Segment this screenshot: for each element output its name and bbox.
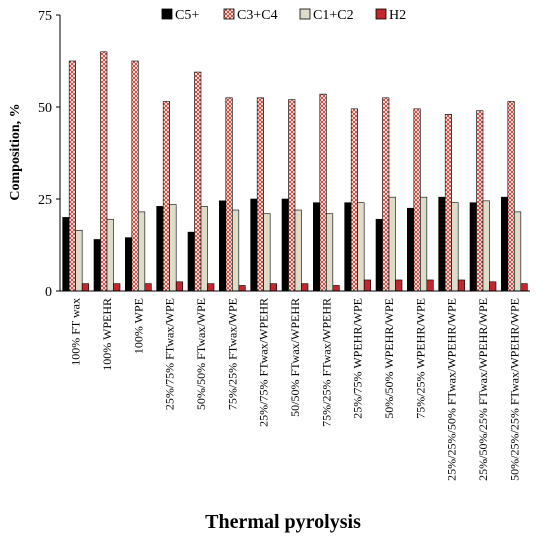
bar-c3c4-8 — [319, 93, 327, 292]
y-tick-label: 0 — [45, 285, 52, 300]
bar-c1c2-12 — [451, 202, 459, 292]
bar-c3c4-12 — [444, 114, 452, 292]
bar-h2-8 — [332, 285, 340, 292]
bar-c1c2-14 — [514, 211, 522, 292]
x-tick-label: 50%/25%/25% FTwax/WPEHR/WPE — [507, 298, 521, 481]
bar-h2-0 — [81, 283, 89, 292]
legend-item-h2: H2 — [375, 8, 406, 23]
y-axis: 0 25 50 75 — [38, 9, 60, 300]
bar-c5-8 — [313, 202, 321, 292]
bar-c5-7 — [281, 198, 289, 292]
x-tick-label: 25%/50%/25% FTwax/WPEHR/WPE — [476, 298, 490, 481]
x-tick-label: 50%/50% WPEHR/WPE — [382, 298, 396, 419]
bar-c1c2-4 — [200, 206, 208, 292]
bar-h2-9 — [363, 279, 371, 292]
y-tick-label: 75 — [38, 9, 52, 24]
y-tick-label: 25 — [38, 193, 52, 208]
legend-label-h2: H2 — [389, 8, 406, 23]
x-tick-label: 25%/75% FTwax/WPEHR — [257, 298, 271, 427]
bar-h2-6 — [269, 283, 277, 292]
bars — [62, 51, 528, 292]
legend-swatch-c1c2 — [299, 8, 311, 20]
bar-c1c2-11 — [420, 196, 428, 292]
bar-c1c2-5 — [232, 209, 240, 292]
bar-h2-12 — [457, 279, 465, 292]
bar-c3c4-14 — [507, 101, 515, 292]
bar-c1c2-13 — [482, 200, 490, 292]
bar-h2-10 — [395, 279, 403, 292]
bar-c1c2-8 — [326, 213, 334, 292]
bar-c1c2-6 — [263, 213, 271, 292]
bar-c5-1 — [93, 239, 101, 292]
x-tick-label: 100% FT wax — [69, 298, 83, 366]
legend-swatch-c5plus — [161, 8, 173, 20]
bar-c3c4-5 — [225, 97, 233, 292]
bar-h2-3 — [175, 281, 183, 292]
bar-c3c4-1 — [100, 51, 108, 292]
legend-swatch-c3c4 — [223, 8, 235, 20]
bar-c1c2-10 — [388, 196, 396, 292]
bar-h2-4 — [207, 283, 215, 292]
x-tick-label: 50/50% FTwax/WPEHR — [288, 298, 302, 417]
bar-h2-1 — [113, 283, 121, 292]
bar-c3c4-3 — [162, 101, 170, 292]
legend-item-c3c4: C3+C4 — [223, 8, 278, 23]
bar-c3c4-11 — [413, 108, 421, 292]
x-tick-label: 25%/75% FTwax/WPE — [163, 298, 177, 410]
bar-c3c4-7 — [288, 99, 296, 292]
legend-item-c1c2: C1+C2 — [299, 8, 354, 23]
bar-h2-11 — [426, 279, 434, 292]
bar-c5-4 — [187, 231, 195, 292]
bar-c3c4-9 — [350, 108, 358, 292]
bar-c5-13 — [469, 202, 477, 292]
x-tick-label: 25%/25%/50% FTwax/WPEHR/WPE — [445, 298, 459, 481]
bar-h2-2 — [144, 283, 152, 292]
x-tick-label: 75%/25% FTwax/WPEHR — [319, 298, 333, 427]
legend: C5+ C3+C4 C1+C2 H2 — [161, 8, 406, 23]
bar-c3c4-13 — [476, 110, 484, 292]
bar-c5-2 — [125, 237, 133, 292]
bar-c1c2-9 — [357, 202, 365, 292]
x-tick-label: 100% WPE — [131, 298, 145, 354]
bar-c5-9 — [344, 202, 352, 292]
legend-label-c3c4: C3+C4 — [237, 8, 278, 23]
bar-h2-14 — [520, 283, 528, 292]
bar-c3c4-10 — [382, 97, 390, 292]
bar-c3c4-0 — [68, 60, 76, 292]
x-tick-label: 25%/75% WPEHR/WPE — [351, 298, 365, 419]
x-tick-label: 75%/25% WPEHR/WPE — [413, 298, 427, 419]
bar-c3c4-6 — [256, 97, 264, 292]
legend-label-c1c2: C1+C2 — [313, 8, 354, 23]
legend-swatch-h2 — [375, 8, 387, 20]
y-axis-label: Composition, % — [8, 103, 23, 200]
bar-c1c2-2 — [138, 211, 146, 292]
bar-c5-6 — [250, 198, 258, 292]
x-tick-label: 100% WPEHR — [100, 298, 114, 371]
bar-c5-5 — [219, 200, 227, 292]
legend-label-c5plus: C5+ — [175, 8, 199, 23]
bar-c3c4-4 — [194, 71, 202, 292]
bar-h2-7 — [301, 283, 309, 292]
bar-c5-12 — [438, 196, 446, 292]
bar-c1c2-7 — [294, 209, 302, 292]
bar-h2-13 — [489, 281, 497, 292]
x-axis-tick-labels: 100% FT wax 100% WPEHR 100% WPE 25%/75% FTw… — [69, 298, 522, 481]
bar-c5-10 — [375, 218, 383, 292]
bar-c5-14 — [501, 196, 509, 292]
bar-c5-0 — [62, 217, 70, 292]
y-tick-label: 50 — [38, 101, 52, 116]
bar-c3c4-2 — [131, 60, 139, 292]
x-axis-label: Thermal pyrolysis — [205, 511, 361, 533]
bar-c1c2-1 — [106, 218, 114, 292]
bar-c1c2-0 — [75, 229, 83, 292]
legend-item-c5plus: C5+ — [161, 8, 199, 23]
bar-h2-5 — [238, 285, 246, 292]
bar-c5-3 — [156, 206, 164, 292]
bar-c1c2-3 — [169, 204, 177, 292]
x-tick-label: 50%/50% FTwax/WPE — [194, 298, 208, 410]
x-tick-label: 75%/25% FTwax/WPE — [225, 298, 239, 410]
bar-c5-11 — [407, 207, 415, 292]
